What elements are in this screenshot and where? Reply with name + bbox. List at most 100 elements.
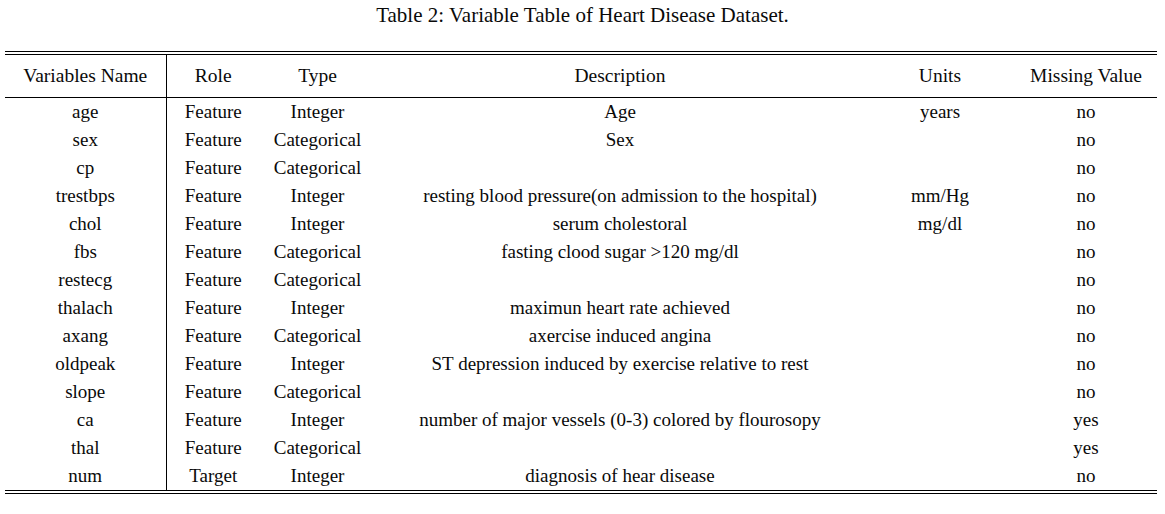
cell-missing-value: no [1015,154,1157,182]
cell-units [865,434,1015,462]
table-row: ca Feature Integer number of major vesse… [5,406,1157,434]
cell-missing-value: yes [1015,434,1157,462]
table-body: age Feature Integer Age years no sex Fea… [5,98,1157,493]
paper-table-figure: Table 2: Variable Table of Heart Disease… [0,0,1165,514]
cell-units [865,462,1015,492]
cell-missing-value: no [1015,182,1157,210]
cell-role: Feature [166,182,260,210]
table-row: chol Feature Integer serum cholestoral m… [5,210,1157,238]
cell-type: Integer [260,98,375,127]
cell-description [375,434,865,462]
cell-role: Feature [166,434,260,462]
cell-description [375,378,865,406]
variable-table: Variables Name Role Type Description Uni… [5,51,1157,494]
table-row: trestbps Feature Integer resting blood p… [5,182,1157,210]
header-variables-name: Variables Name [5,53,166,98]
cell-variable-name: oldpeak [5,350,166,378]
table-row: oldpeak Feature Integer ST depression in… [5,350,1157,378]
table-row: cp Feature Categorical no [5,154,1157,182]
cell-description [375,266,865,294]
cell-missing-value: no [1015,350,1157,378]
cell-units [865,406,1015,434]
cell-missing-value: no [1015,98,1157,127]
cell-type: Categorical [260,238,375,266]
cell-role: Feature [166,210,260,238]
cell-description: axercise induced angina [375,322,865,350]
table-row: sex Feature Categorical Sex no [5,126,1157,154]
cell-type: Categorical [260,154,375,182]
cell-missing-value: no [1015,462,1157,492]
cell-description: maximun heart rate achieved [375,294,865,322]
cell-description: Age [375,98,865,127]
cell-type: Integer [260,210,375,238]
cell-role: Feature [166,350,260,378]
header-type: Type [260,53,375,98]
cell-role: Feature [166,126,260,154]
cell-type: Categorical [260,266,375,294]
cell-missing-value: no [1015,210,1157,238]
cell-type: Categorical [260,434,375,462]
cell-missing-value: no [1015,266,1157,294]
cell-variable-name: num [5,462,166,492]
cell-description: Sex [375,126,865,154]
cell-variable-name: fbs [5,238,166,266]
cell-type: Integer [260,294,375,322]
cell-type: Integer [260,406,375,434]
table-caption: Table 2: Variable Table of Heart Disease… [5,2,1160,28]
cell-role: Target [166,462,260,492]
cell-units [865,322,1015,350]
cell-role: Feature [166,378,260,406]
cell-units: mg/dl [865,210,1015,238]
cell-units [865,154,1015,182]
header-units: Units [865,53,1015,98]
cell-units [865,294,1015,322]
cell-role: Feature [166,294,260,322]
cell-variable-name: chol [5,210,166,238]
cell-type: Categorical [260,378,375,406]
cell-description: number of major vessels (0-3) colored by… [375,406,865,434]
cell-variable-name: thal [5,434,166,462]
cell-variable-name: slope [5,378,166,406]
cell-role: Feature [166,266,260,294]
table-row: fbs Feature Categorical fasting clood su… [5,238,1157,266]
cell-variable-name: ca [5,406,166,434]
table-row: axang Feature Categorical axercise induc… [5,322,1157,350]
cell-variable-name: restecg [5,266,166,294]
cell-units [865,126,1015,154]
header-role: Role [166,53,260,98]
table-row: num Target Integer diagnosis of hear dis… [5,462,1157,492]
cell-units [865,350,1015,378]
cell-variable-name: trestbps [5,182,166,210]
cell-type: Categorical [260,322,375,350]
cell-role: Feature [166,406,260,434]
cell-role: Feature [166,238,260,266]
cell-variable-name: axang [5,322,166,350]
cell-variable-name: thalach [5,294,166,322]
cell-units [865,238,1015,266]
cell-missing-value: no [1015,322,1157,350]
table-row: thalach Feature Integer maximun heart ra… [5,294,1157,322]
table-row: restecg Feature Categorical no [5,266,1157,294]
cell-missing-value: no [1015,378,1157,406]
cell-type: Categorical [260,126,375,154]
cell-units: mm/Hg [865,182,1015,210]
cell-units: years [865,98,1015,127]
table-row: age Feature Integer Age years no [5,98,1157,127]
cell-units [865,266,1015,294]
cell-type: Integer [260,462,375,492]
header-row: Variables Name Role Type Description Uni… [5,53,1157,98]
table-row: thal Feature Categorical yes [5,434,1157,462]
cell-variable-name: age [5,98,166,127]
cell-role: Feature [166,322,260,350]
cell-description: resting blood pressure(on admission to t… [375,182,865,210]
cell-type: Integer [260,350,375,378]
cell-description: ST depression induced by exercise relati… [375,350,865,378]
cell-description: serum cholestoral [375,210,865,238]
cell-missing-value: no [1015,126,1157,154]
cell-role: Feature [166,98,260,127]
cell-variable-name: sex [5,126,166,154]
cell-type: Integer [260,182,375,210]
cell-missing-value: yes [1015,406,1157,434]
cell-missing-value: no [1015,294,1157,322]
cell-description [375,154,865,182]
